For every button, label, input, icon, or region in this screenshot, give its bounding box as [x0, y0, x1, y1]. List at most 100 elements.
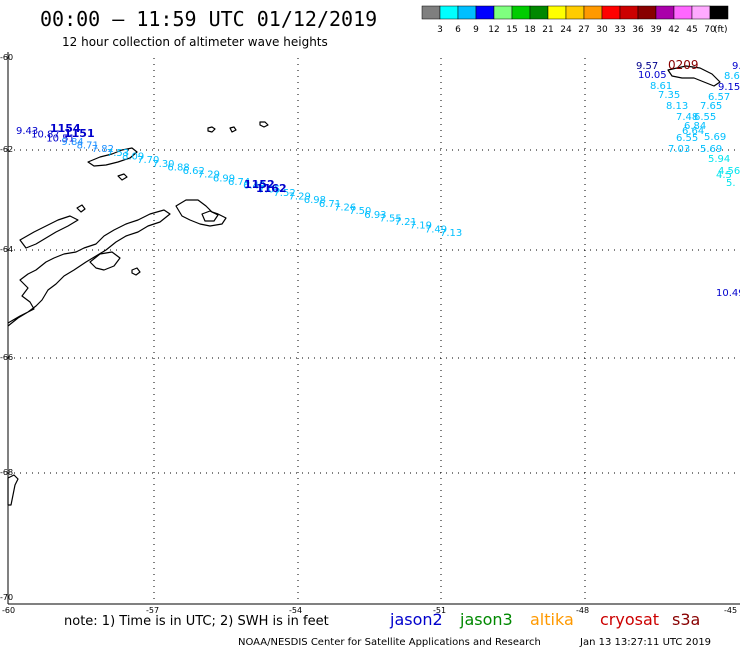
footer-credit: NOAA/NESDIS Center for Satellite Applica…: [238, 637, 541, 648]
color-scale-label: 18: [524, 25, 536, 35]
graticule: [8, 58, 740, 604]
time-label: 1162: [256, 182, 287, 195]
time-label: 1154: [50, 122, 81, 135]
color-scale-swatch: [421, 5, 441, 20]
color-scale-unit: (ft): [714, 25, 728, 35]
swh-label: 5.: [726, 178, 736, 189]
lat-label: -64: [0, 245, 13, 254]
swh-label: 6.62: [183, 166, 205, 177]
color-scale-swatch: [583, 5, 603, 20]
swh-label: 7.13: [440, 228, 462, 239]
islet: [131, 267, 141, 276]
color-scale-label: 39: [650, 25, 662, 35]
map-title: 00:00 – 11:59 UTC 01/12/2019: [40, 7, 377, 31]
swh-label: 7.26: [334, 203, 356, 214]
color-scale-swatch: [601, 5, 621, 20]
swh-label: 7.65: [700, 101, 722, 112]
right-altimeter-track: 9.5710.058.617.358.137.486.846.646.557.0…: [636, 58, 740, 299]
color-scale-label: 30: [596, 25, 608, 35]
lon-label: -57: [146, 606, 159, 615]
swh-label: 9.84: [61, 137, 83, 148]
islet: [259, 121, 269, 128]
time-label: 1151: [64, 127, 95, 140]
satellite-cryosat: cryosat: [600, 610, 659, 629]
color-scale-swatch: [673, 5, 693, 20]
latitude-labels: -60 -62 -64 -66 -68 -70: [0, 53, 13, 602]
joinville-island: [175, 199, 227, 227]
swh-label: 7.50: [349, 206, 371, 217]
swh-label: 6.71: [319, 199, 341, 210]
satellite-s3a: s3a: [672, 610, 700, 629]
swh-label: 6.64: [682, 126, 704, 137]
swh-label: 9.43: [16, 126, 38, 137]
footer-timestamp: Jan 13 13:27:11 UTC 2019: [579, 637, 711, 648]
time-label: 0209: [668, 58, 699, 72]
color-scale-label: 42: [668, 25, 679, 35]
color-scale-label: 15: [506, 25, 517, 35]
swh-label: 7.05: [258, 184, 280, 195]
longitude-labels: -60 -57 -54 -51 -48 -45: [2, 606, 737, 615]
coastlines: [7, 65, 721, 506]
peninsula-inlet: [19, 215, 79, 249]
left-altimeter-track: 9.4310.8710.519.848.717.827.538.097.707.…: [16, 122, 462, 239]
swh-label: 6.84: [684, 121, 706, 132]
swh-label: 7.55: [379, 213, 401, 224]
swh-label: 7.29: [198, 170, 220, 181]
swh-label: 4.5: [716, 170, 732, 181]
swh-label: 10.05: [638, 70, 667, 81]
swh-label: 10.49: [716, 288, 740, 299]
swh-label: 7.82: [92, 144, 114, 155]
satellite-legend: jason2 jason3 altika cryosat s3a: [389, 610, 700, 629]
swh-label: 7.21: [395, 217, 417, 228]
swh-label: 7.49: [425, 224, 447, 235]
color-scale-swatch: [457, 5, 477, 20]
color-scale-swatch: [439, 5, 459, 20]
islet: [76, 204, 86, 213]
swh-label: 6.55: [694, 112, 716, 123]
swh-label: 5.94: [708, 154, 730, 165]
color-scale-legend: 3 6 9 12 15 18 21 24 27 30 33 36 39 42 45 70: [421, 5, 729, 35]
map-subtitle: 12 hour collection of altimeter wave hei…: [62, 35, 328, 49]
color-scale-label: 9: [473, 25, 479, 35]
color-scale-swatch: [565, 5, 585, 20]
swh-label: 10.87: [31, 130, 60, 141]
lon-label: -51: [433, 606, 446, 615]
islet: [7, 474, 19, 506]
swh-label: 7.70: [137, 155, 159, 166]
south-orkney-islands: [667, 65, 721, 87]
color-scale-label: 21: [542, 25, 553, 35]
james-ross-island: [89, 251, 121, 271]
color-scale-label: 33: [614, 25, 625, 35]
satellite-jason2: jason2: [389, 610, 443, 629]
swh-label: 7.29: [289, 192, 311, 203]
lon-label: -54: [289, 606, 302, 615]
footer-note: note: 1) Time is in UTC; 2) SWH is in fe…: [64, 614, 329, 629]
islet: [229, 126, 237, 133]
color-scale-swatch: [511, 5, 531, 20]
lat-label: -60: [0, 53, 13, 62]
lat-label: -62: [0, 145, 13, 154]
swh-label: 8.61: [650, 81, 672, 92]
satellite-jason3: jason3: [459, 610, 513, 629]
dundee-island: [201, 210, 219, 222]
swh-label: 7.19: [410, 221, 432, 232]
islet: [207, 126, 216, 133]
swh-label: 8.09: [122, 152, 144, 163]
lon-label: -45: [724, 606, 737, 615]
color-scale-swatch: [493, 5, 513, 20]
color-scale-swatch: [691, 5, 711, 20]
color-scale-label: 45: [686, 25, 697, 35]
swh-label: 8.71: [77, 141, 99, 152]
color-scale-label: 12: [488, 25, 499, 35]
color-scale-label: 24: [560, 25, 572, 35]
swh-label: 7.48: [676, 112, 698, 123]
color-scale-label: 6: [455, 25, 461, 35]
swh-label: 5.69: [700, 144, 722, 155]
color-scale-label: 27: [578, 25, 589, 35]
swh-label: 7.53: [107, 148, 129, 159]
swh-label: 6.57: [708, 92, 730, 103]
map-frame: [7, 52, 740, 605]
islet: [117, 173, 128, 181]
lat-label: -66: [0, 353, 13, 362]
